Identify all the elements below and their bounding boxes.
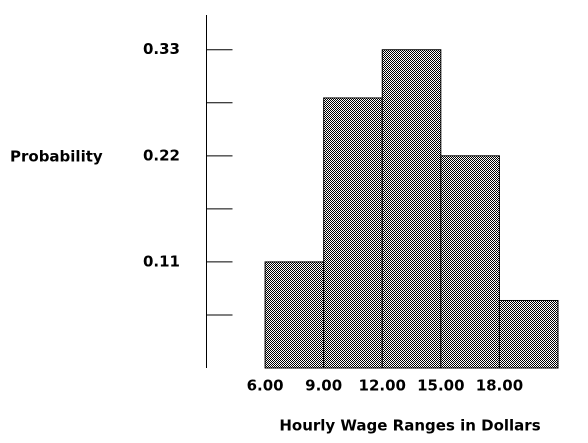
y-axis-label: Probability (10, 148, 103, 166)
bar (323, 97, 383, 369)
bar (264, 261, 325, 369)
bar (440, 155, 500, 369)
y-tick-label: 0.22 (143, 146, 180, 164)
x-tick-label: 12.00 (359, 377, 406, 395)
x-tick-label: 6.00 (247, 377, 284, 395)
y-tick-label: 0.33 (143, 40, 180, 58)
x-tick-label: 15.00 (417, 377, 464, 395)
x-tick-label: 9.00 (305, 377, 342, 395)
x-axis-label: Hourly Wage Ranges in Dollars (279, 417, 540, 435)
x-tick-label: 18.00 (476, 377, 523, 395)
y-tick-label: 0.11 (143, 252, 180, 270)
bar (498, 299, 559, 369)
bar (381, 49, 442, 369)
